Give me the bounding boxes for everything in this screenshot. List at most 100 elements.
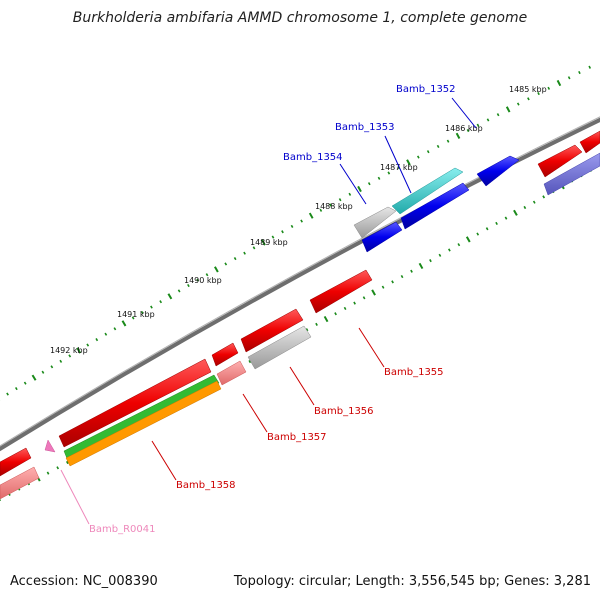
- minor-tick: [397, 166, 400, 170]
- minor-tick: [50, 365, 54, 369]
- minor-tick: [410, 269, 413, 273]
- callout-line-1355: [358, 327, 385, 368]
- minor-tick: [527, 97, 530, 101]
- minor-tick: [400, 274, 404, 279]
- gene-pink-left-arrow[interactable]: [0, 466, 40, 500]
- minor-tick: [429, 259, 432, 263]
- gene-label-bamb-1358[interactable]: Bamb_1358: [176, 480, 236, 491]
- minor-tick: [476, 232, 480, 236]
- tick-label-1488: 1488 kbp: [315, 202, 353, 211]
- minor-tick: [233, 257, 237, 261]
- gene-purple-right-arrow[interactable]: [543, 152, 600, 196]
- minor-tick: [104, 332, 108, 336]
- minor-tick: [252, 246, 256, 250]
- minor-tick: [537, 91, 540, 96]
- tick-label-1492: 1492 kbp: [50, 346, 88, 355]
- major-tick: [76, 347, 82, 354]
- gene-labels: Bamb_1352 Bamb_1353 Bamb_1354 Bamb_1355 …: [89, 84, 456, 535]
- minor-tick: [485, 227, 489, 231]
- minor-tick: [95, 338, 99, 342]
- major-tick: [167, 293, 173, 300]
- gene-bamb-1353-arrow[interactable]: [391, 167, 464, 215]
- minor-tick: [338, 198, 342, 202]
- gene-bamb-1358-orange-arrow[interactable]: [65, 380, 222, 467]
- major-tick: [357, 185, 362, 193]
- minor-tick: [131, 316, 135, 320]
- gene-label-bamb-1355[interactable]: Bamb_1355: [384, 367, 444, 378]
- tick-label-1485: 1485 kbp: [509, 85, 547, 94]
- gene-red-right-2-arrow[interactable]: [579, 130, 600, 154]
- minor-tick: [416, 155, 420, 159]
- minor-tick: [46, 471, 50, 475]
- gene-bamb-1354-arrow[interactable]: [353, 206, 397, 239]
- gene-label-bamb-1352[interactable]: Bamb_1352: [396, 84, 456, 95]
- minor-tick: [319, 208, 323, 212]
- minor-tick: [196, 278, 200, 282]
- minor-tick: [343, 306, 347, 311]
- gene-bamb-r0041-arrow[interactable]: [44, 439, 56, 453]
- minor-tick: [23, 381, 27, 385]
- minor-tick: [436, 144, 440, 149]
- reverse-strand-genes: [0, 269, 373, 500]
- gene-bamb-1352-arrow[interactable]: [476, 155, 520, 187]
- minor-tick: [187, 283, 190, 288]
- minor-tick: [300, 219, 303, 223]
- major-tick: [308, 212, 314, 219]
- minor-tick: [353, 301, 356, 305]
- gene-bamb-1356-arrow[interactable]: [247, 325, 312, 370]
- minor-tick: [387, 171, 391, 175]
- minor-tick: [305, 328, 309, 332]
- callout-line-r0041: [60, 469, 90, 525]
- gene-label-bamb-1357[interactable]: Bamb_1357: [267, 432, 327, 443]
- genome-backbone-highlight: [0, 116, 600, 447]
- minor-tick: [542, 195, 546, 199]
- gene-red-left-arrow[interactable]: [0, 447, 32, 477]
- minor-tick: [457, 243, 461, 247]
- callout-line-1354: [339, 163, 367, 205]
- major-tick: [406, 159, 411, 166]
- minor-tick: [523, 205, 527, 210]
- minor-tick: [348, 192, 352, 196]
- gene-bamb-1357-rna-arrow[interactable]: [216, 360, 247, 386]
- genome-summary-text: Topology: circular; Length: 3,556,545 bp…: [233, 574, 591, 589]
- minor-tick: [177, 289, 181, 293]
- minor-tick: [438, 253, 442, 257]
- minor-tick: [547, 86, 551, 90]
- tick-label-1486: 1486 kbp: [445, 124, 483, 133]
- minor-tick: [578, 70, 581, 75]
- gene-label-bamb-r0041[interactable]: Bamb_R0041: [89, 524, 155, 535]
- minor-tick: [495, 221, 498, 226]
- outer-tick-track: [0, 65, 592, 401]
- major-tick: [121, 320, 127, 327]
- major-tick: [556, 79, 562, 87]
- minor-tick: [486, 118, 490, 122]
- minor-tick: [476, 123, 480, 127]
- gene-label-bamb-1353[interactable]: Bamb_1353: [335, 122, 395, 133]
- tick-label-1489: 1489 kbp: [250, 238, 288, 247]
- gene-label-bamb-1354[interactable]: Bamb_1354: [283, 152, 343, 163]
- genome-backbone: [0, 117, 600, 452]
- gene-bamb-1357-arrow[interactable]: [211, 342, 239, 367]
- gene-blue-lower-2-arrow[interactable]: [361, 221, 403, 253]
- minor-tick: [334, 312, 337, 316]
- gene-bamb-1358-arrow[interactable]: [58, 358, 212, 448]
- gene-red-right-1-arrow[interactable]: [537, 144, 583, 178]
- major-tick: [513, 209, 518, 216]
- gene-bamb-1355-b-arrow[interactable]: [240, 308, 304, 353]
- gene-bamb-1355-a-arrow[interactable]: [309, 269, 373, 314]
- gene-label-bamb-1356[interactable]: Bamb_1356: [314, 406, 374, 417]
- major-tick: [214, 266, 219, 273]
- major-tick: [371, 289, 376, 296]
- gene-blue-lower-1-arrow[interactable]: [400, 182, 470, 230]
- major-tick: [505, 106, 511, 113]
- minor-tick: [248, 359, 252, 364]
- major-tick: [418, 262, 424, 270]
- minor-tick: [14, 387, 18, 391]
- minor-tick: [329, 203, 332, 207]
- callout-line-1358: [151, 440, 177, 481]
- minor-tick: [56, 466, 60, 470]
- callout-line-1356: [289, 366, 315, 406]
- major-tick: [31, 374, 37, 381]
- minor-tick: [281, 230, 284, 234]
